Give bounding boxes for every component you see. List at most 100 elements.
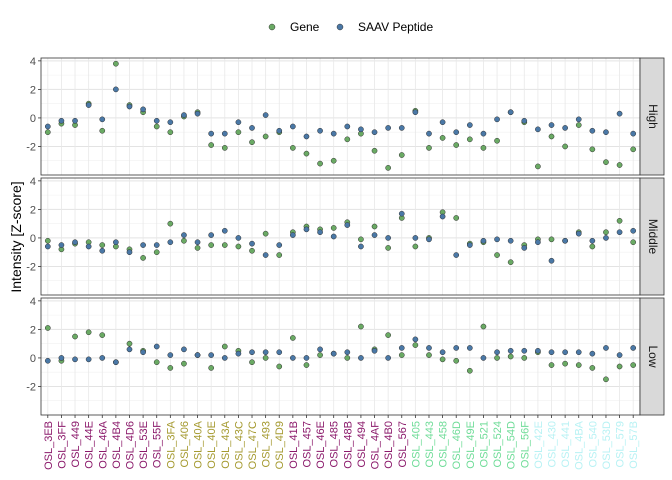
point-gene bbox=[575, 122, 582, 128]
point-saav-peptide bbox=[398, 210, 405, 217]
panel-background bbox=[41, 298, 640, 415]
point-saav-peptide bbox=[303, 133, 310, 140]
point-saav-peptide bbox=[616, 110, 623, 117]
point-gene bbox=[153, 359, 160, 366]
panel-background bbox=[41, 58, 640, 175]
point-saav-peptide bbox=[99, 355, 106, 361]
point-gene bbox=[385, 332, 391, 338]
legend: Gene SAAV Peptide bbox=[268, 20, 433, 34]
point-saav-peptide bbox=[72, 117, 78, 124]
point-saav-peptide bbox=[439, 213, 446, 220]
point-saav-peptide bbox=[208, 232, 215, 238]
point-gene bbox=[589, 365, 596, 371]
point-saav-peptide bbox=[426, 130, 432, 137]
point-saav-peptide bbox=[167, 352, 174, 358]
point-saav-peptide bbox=[99, 116, 106, 123]
x-tick-label: OSL_46D bbox=[451, 421, 463, 469]
point-saav-peptide bbox=[249, 240, 255, 247]
x-tick-label: OSL_449 bbox=[70, 421, 82, 467]
point-gene bbox=[453, 142, 460, 148]
x-tick-label: OSL_40E bbox=[206, 421, 218, 469]
point-saav-peptide bbox=[221, 355, 228, 361]
point-saav-peptide bbox=[630, 130, 637, 137]
point-saav-peptide bbox=[480, 355, 487, 361]
point-saav-peptide bbox=[85, 356, 92, 363]
y-tick-label: -2 bbox=[26, 381, 36, 393]
point-saav-peptide bbox=[358, 243, 364, 250]
x-tick-label: OSL_579 bbox=[615, 421, 627, 467]
point-saav-peptide bbox=[603, 235, 609, 241]
point-saav-peptide bbox=[208, 130, 215, 137]
point-saav-peptide bbox=[616, 229, 623, 236]
point-saav-peptide bbox=[453, 129, 460, 136]
point-gene bbox=[44, 129, 51, 136]
x-tick-label: OSL_56F bbox=[519, 421, 531, 468]
x-tick-label: OSL_493 bbox=[261, 421, 273, 467]
point-gene bbox=[466, 367, 473, 374]
point-saav-peptide bbox=[575, 116, 582, 123]
y-tick-label: 0 bbox=[30, 113, 36, 125]
point-saav-peptide bbox=[276, 127, 283, 134]
point-gene bbox=[426, 145, 432, 151]
panels: 4 2 0 -2 High 4 2 0 -2 Middle 4 2 0 -2 Low bbox=[26, 56, 665, 416]
point-gene bbox=[494, 355, 500, 361]
point-saav-peptide bbox=[575, 349, 582, 356]
point-saav-peptide bbox=[535, 126, 541, 133]
point-saav-peptide bbox=[249, 349, 255, 356]
point-saav-peptide bbox=[412, 235, 419, 241]
point-gene bbox=[589, 146, 596, 153]
point-saav-peptide bbox=[181, 112, 187, 118]
x-tick-label: OSL_48B bbox=[342, 421, 354, 469]
point-saav-peptide bbox=[276, 242, 283, 248]
point-saav-peptide bbox=[630, 227, 637, 234]
point-gene bbox=[616, 363, 623, 370]
point-gene bbox=[235, 243, 242, 250]
panel-low: 4 2 0 -2 Low bbox=[26, 296, 665, 416]
point-gene bbox=[235, 129, 242, 136]
point-gene bbox=[385, 165, 391, 171]
point-gene bbox=[548, 236, 555, 243]
point-gene bbox=[480, 323, 487, 330]
point-gene bbox=[221, 145, 228, 151]
point-saav-peptide bbox=[480, 130, 487, 137]
point-saav-peptide bbox=[113, 359, 119, 366]
x-tick-label: OSL_43A bbox=[220, 420, 232, 468]
legend-marker-gene bbox=[268, 23, 276, 31]
x-tick-label: OSL_521 bbox=[478, 421, 490, 467]
point-saav-peptide bbox=[439, 349, 446, 356]
point-saav-peptide bbox=[494, 349, 500, 356]
point-saav-peptide bbox=[371, 129, 378, 136]
point-saav-peptide bbox=[262, 252, 269, 258]
point-saav-peptide bbox=[290, 232, 296, 238]
point-gene bbox=[208, 365, 215, 371]
point-saav-peptide bbox=[385, 355, 391, 361]
point-gene bbox=[276, 363, 283, 370]
x-tick-label: OSL_524 bbox=[492, 421, 504, 467]
point-saav-peptide bbox=[453, 252, 460, 258]
point-gene bbox=[249, 247, 255, 254]
x-tick-label: OSL_44E bbox=[84, 421, 96, 469]
point-gene bbox=[562, 360, 568, 367]
legend-marker-saav-peptide bbox=[336, 23, 344, 31]
point-gene bbox=[562, 143, 568, 150]
point-saav-peptide bbox=[589, 237, 596, 244]
point-gene bbox=[262, 133, 269, 140]
point-saav-peptide bbox=[562, 125, 568, 131]
point-gene bbox=[167, 365, 174, 371]
x-tick-label: OSL_4BA bbox=[574, 420, 586, 470]
x-tick-label: OSL_494 bbox=[356, 421, 368, 467]
point-saav-peptide bbox=[398, 125, 405, 131]
point-saav-peptide bbox=[616, 352, 623, 358]
x-tick-label: OSL_42E bbox=[533, 421, 545, 469]
point-saav-peptide bbox=[181, 346, 187, 353]
point-saav-peptide bbox=[426, 236, 432, 243]
x-tick-label: OSL_3FF bbox=[56, 421, 68, 469]
point-saav-peptide bbox=[262, 349, 269, 356]
point-gene bbox=[371, 147, 378, 154]
point-saav-peptide bbox=[181, 232, 187, 238]
point-saav-peptide bbox=[140, 349, 146, 356]
point-gene bbox=[589, 243, 596, 250]
point-gene bbox=[535, 163, 541, 170]
point-gene bbox=[385, 245, 391, 251]
